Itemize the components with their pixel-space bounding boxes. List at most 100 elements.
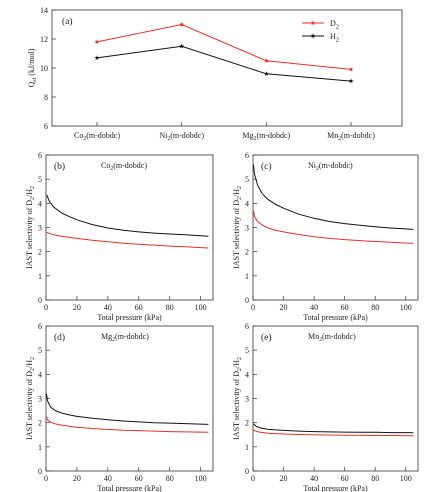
y-tick-label: 3 bbox=[38, 224, 42, 233]
x-tick-label: 0 bbox=[251, 474, 255, 483]
y-tick-label: 3 bbox=[245, 395, 249, 404]
y-tick-label: 5 bbox=[245, 175, 249, 184]
x-tick-label: 40 bbox=[104, 303, 112, 312]
y-tick-label: 6 bbox=[38, 322, 42, 331]
y-tick-label: 4 bbox=[245, 199, 249, 208]
series-marker bbox=[263, 71, 269, 76]
panel-title: Co2​(m-dobdc) bbox=[101, 161, 147, 172]
legend-marker bbox=[310, 33, 316, 39]
panel-label: (d) bbox=[54, 332, 65, 343]
series-line bbox=[253, 423, 414, 434]
y-tick-label: 5 bbox=[38, 346, 42, 355]
y-tick-label: 2 bbox=[38, 248, 42, 257]
x-tick-label: 80 bbox=[371, 474, 379, 483]
x-axis-label: Total pressure (kPa) bbox=[303, 313, 368, 322]
panel-label: (a) bbox=[62, 16, 73, 27]
x-axis-label: Total pressure (kPa) bbox=[97, 484, 162, 492]
series-line bbox=[96, 23, 352, 70]
series-marker bbox=[263, 58, 269, 63]
x-tick-label: 40 bbox=[310, 303, 318, 312]
x-tick-label: 20 bbox=[73, 303, 81, 312]
x-tick-label: 80 bbox=[166, 474, 174, 483]
x-tick-label: 100 bbox=[195, 303, 207, 312]
y-tick-label: 3 bbox=[38, 395, 42, 404]
series-line bbox=[253, 210, 414, 244]
series-line bbox=[253, 164, 414, 230]
y-tick-label: 1 bbox=[38, 272, 42, 281]
series-line bbox=[253, 429, 414, 437]
y-tick-label: 0 bbox=[38, 467, 42, 476]
y-tick-label: 5 bbox=[245, 346, 249, 355]
x-axis-label: Total pressure (kPa) bbox=[303, 484, 368, 492]
y-tick-label: 0 bbox=[245, 296, 249, 305]
y-axis-label: IAST selectivity of D2​/H2​ bbox=[232, 186, 243, 269]
series-marker bbox=[94, 39, 100, 44]
y-axis-label: Qst​ (kJ/mol) bbox=[27, 48, 38, 87]
category-label: Ni2​(m-dobdc) bbox=[159, 131, 204, 142]
y-tick-label: 0 bbox=[245, 467, 249, 476]
x-tick-label: 40 bbox=[104, 474, 112, 483]
x-tick-label: 60 bbox=[135, 303, 143, 312]
plot-frame bbox=[252, 154, 419, 301]
x-tick-label: 20 bbox=[280, 303, 288, 312]
series-line bbox=[96, 45, 352, 82]
y-tick-label: 6 bbox=[44, 122, 48, 131]
y-tick-label: 6 bbox=[245, 322, 249, 331]
y-tick-label: 10 bbox=[40, 64, 48, 73]
plot-frame bbox=[45, 154, 214, 301]
plot-frame bbox=[252, 325, 419, 472]
panel-title: Mn2​(m-dobdc) bbox=[308, 332, 356, 343]
y-tick-label: 5 bbox=[38, 175, 42, 184]
x-tick-label: 0 bbox=[251, 303, 255, 312]
y-axis-label: IAST selectivity of D2​/H2​ bbox=[25, 357, 36, 440]
y-tick-label: 6 bbox=[38, 151, 42, 160]
y-tick-label: 4 bbox=[38, 370, 42, 379]
y-tick-label: 8 bbox=[44, 93, 48, 102]
y-tick-label: 0 bbox=[38, 296, 42, 305]
x-tick-label: 0 bbox=[44, 303, 48, 312]
panel-title: Ni2​(m-dobdc) bbox=[308, 161, 353, 172]
series-line bbox=[46, 416, 209, 433]
series-line bbox=[46, 231, 209, 249]
x-tick-label: 60 bbox=[341, 303, 349, 312]
x-tick-label: 100 bbox=[400, 474, 412, 483]
category-label: Co2​(m-dobdc) bbox=[74, 131, 120, 142]
series-marker bbox=[348, 66, 354, 72]
y-tick-label: 1 bbox=[245, 272, 249, 281]
x-tick-label: 20 bbox=[73, 474, 81, 483]
y-tick-label: 4 bbox=[38, 199, 42, 208]
y-tick-label: 3 bbox=[245, 224, 249, 233]
plot-frame bbox=[45, 325, 214, 472]
y-axis-label: IAST selectivity of D2​/H2​ bbox=[25, 186, 36, 269]
y-tick-label: 1 bbox=[245, 443, 249, 452]
series-line bbox=[46, 393, 209, 425]
x-tick-label: 0 bbox=[44, 474, 48, 483]
y-tick-label: 2 bbox=[38, 419, 42, 428]
x-tick-label: 60 bbox=[135, 474, 143, 483]
panel-label: (c) bbox=[261, 161, 272, 172]
panel-label: (e) bbox=[261, 332, 272, 343]
y-tick-label: 6 bbox=[245, 151, 249, 160]
y-tick-label: 1 bbox=[38, 443, 42, 452]
x-tick-label: 60 bbox=[341, 474, 349, 483]
category-label: Mg2​(m-dobdc) bbox=[242, 131, 290, 142]
panel-label: (b) bbox=[54, 161, 65, 172]
legend-label: D2​ bbox=[330, 19, 339, 30]
panel-title: Mg2​(m-dobdc) bbox=[101, 332, 149, 343]
x-tick-label: 100 bbox=[400, 303, 412, 312]
series-marker bbox=[348, 78, 354, 84]
x-tick-label: 100 bbox=[195, 474, 207, 483]
series-marker bbox=[179, 21, 185, 27]
series-line bbox=[46, 194, 209, 237]
panel-a-frame bbox=[51, 9, 403, 127]
y-tick-label: 12 bbox=[40, 35, 48, 44]
y-tick-label: 2 bbox=[245, 248, 249, 257]
x-axis-label: Total pressure (kPa) bbox=[97, 313, 162, 322]
x-tick-label: 80 bbox=[166, 303, 174, 312]
series-marker bbox=[179, 43, 185, 49]
legend-marker bbox=[310, 20, 316, 26]
